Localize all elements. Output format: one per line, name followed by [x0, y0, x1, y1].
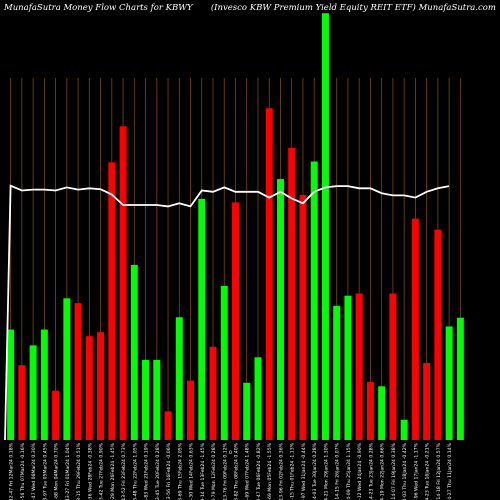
bar: [220, 286, 228, 440]
bars: [7, 13, 464, 441]
tick-label: 13-42 Tue 27Feb24 0.90%: [99, 442, 105, 500]
bar: [198, 198, 206, 440]
tick-label: 13-56 Fri 16Feb24 -0.06%: [166, 442, 172, 500]
bar: [175, 317, 183, 440]
tick-label: 13-69 Wed 07Feb24 1.48%: [245, 442, 251, 500]
tick-label: 13-15 Thu 29Feb24 0.51%: [76, 442, 82, 500]
tick-label: 12-56 Thu 07Mar24 -0.16%: [20, 442, 26, 500]
tick-label: 13-96 Wed 17Jan24 -1.17%: [413, 442, 419, 500]
tick-label: 14-18 Fri 12Jan24 0.57%: [436, 442, 442, 499]
bar: [276, 179, 284, 440]
bar: [411, 218, 419, 440]
bar: [97, 332, 105, 440]
bar: [187, 380, 195, 440]
tick-label: 14-15 Thu 01Feb24 -1.13%: [290, 442, 296, 500]
bar: [7, 329, 15, 440]
tick-label: 14-03 Thu 18Jan24 -0.42%: [402, 442, 408, 500]
tick-label: 14-07 Fri 19Jan24 0.38%: [391, 442, 397, 499]
tick-label: 13-97 Wed 31Jan24 -0.44%: [301, 442, 307, 500]
price-line: [4, 184, 450, 441]
bar: [153, 359, 161, 440]
tick-label: 13-96 Fri 02Feb24 0.36%: [278, 442, 284, 500]
tick-label: 13-76 Fri 09Feb24 0.12%: [222, 442, 228, 500]
bar: [299, 194, 307, 440]
bar: [74, 303, 82, 440]
bar: [254, 357, 262, 440]
chart-title: MunafaSutra Money Flow Charts for KBWY: [4, 3, 193, 13]
tick-label: 14-12 Wed 24Jan24 -0.90%: [357, 442, 363, 500]
bar: [119, 126, 127, 440]
bar: [321, 13, 329, 440]
bar: [29, 345, 37, 440]
chart-subtitle: (Invesco KBW Premium Yield Equity REIT E…: [210, 3, 496, 13]
tick-label: 12-47 Fri 12Mar24 0.18%: [9, 442, 15, 500]
tick-label: 13-97 Tue 05Mar24 0.45%: [42, 442, 48, 500]
bar: [378, 386, 386, 440]
bar: [209, 346, 217, 440]
bar: [434, 229, 442, 440]
tick-label: 13-27 Fri 01Mar24 1.04%: [65, 442, 71, 500]
bar: [18, 365, 26, 440]
bar: [130, 264, 138, 440]
tick-label: 13-45 Tue 20Feb24 0.28%: [155, 442, 161, 500]
bar: [243, 382, 251, 440]
tick-label: 13-48 Thu 22Feb24 1.05%: [132, 442, 138, 500]
tick-label: 14-21 Mon 29Jan24 1.30%: [323, 442, 329, 500]
tick-label: 14-23 Tue 16Jan24 -0.21%: [425, 442, 431, 500]
tick-label: 13-30 Wed 14Feb24 0.63%: [189, 442, 195, 500]
tick-label: 13-47 Wed 06Mar24 0.30%: [31, 442, 37, 500]
tick-label: 14-09 Thu 25Jan24 1.15%: [346, 442, 352, 500]
bar: [288, 147, 296, 440]
tick-label: 13-69 Thu 15Feb24 2.05%: [177, 442, 183, 500]
bar: [456, 317, 464, 440]
tick-label: 13-83 Wed 21Feb24 0.19%: [144, 442, 150, 500]
bar: [423, 363, 431, 440]
bar: [400, 419, 408, 440]
tick-label: 13-14 Tue 13Feb24 -1.45%: [200, 442, 206, 500]
tick-label: 13-79 Mon 12Feb24 0.28%: [211, 442, 217, 500]
bar: [63, 298, 71, 440]
tick-label: 13-47 Tue 06Feb24 -0.82%: [256, 442, 262, 500]
bar: [333, 305, 341, 440]
bar: [366, 381, 374, 440]
bar: [108, 162, 116, 441]
bar: [40, 329, 48, 440]
tick-labels: 12-47 Fri 12Mar24 0.18% 12-56 Thu 07Mar24…: [9, 442, 454, 500]
bar: [445, 326, 453, 440]
bar: [310, 161, 318, 441]
tick-label: 13-68 Mon 04Mar24 0.70%: [54, 442, 60, 500]
tick-label: 13-29 Mon 26Feb24 -1.45%: [110, 442, 116, 500]
tick-label: 14-27 Thu 11Jan24 0.14%: [447, 442, 453, 500]
tick-label: 13-82 Thu 08Feb24 0.40%: [234, 442, 240, 500]
bar: [232, 202, 239, 440]
tick-label: 14-23 Tue 23Jan24 0.28%: [368, 442, 374, 500]
tick-label: 13-36 Wed 28Feb24 -0.38%: [87, 442, 93, 500]
bar: [164, 411, 172, 440]
bar: [344, 295, 352, 440]
tick-label: 13-69 Mon 05Feb24 -1.55%: [267, 442, 273, 500]
bar: [265, 108, 273, 441]
tick-label: 13-52 Fri 23Feb24 0.73%: [121, 442, 127, 500]
bar: [355, 293, 363, 440]
bar: [52, 390, 60, 440]
axis-marker: 0: [229, 450, 232, 456]
tick-label: 14-03 Tue 30Jan24 0.28%: [312, 442, 318, 500]
bar: [142, 359, 150, 440]
tick-label: 14-15 Fri 26Jan24 0.07%: [335, 442, 341, 499]
bar: [389, 293, 397, 440]
bar: [85, 336, 93, 440]
tick-label: 14-19 Mon 22Jan24 0.66%: [380, 442, 386, 500]
